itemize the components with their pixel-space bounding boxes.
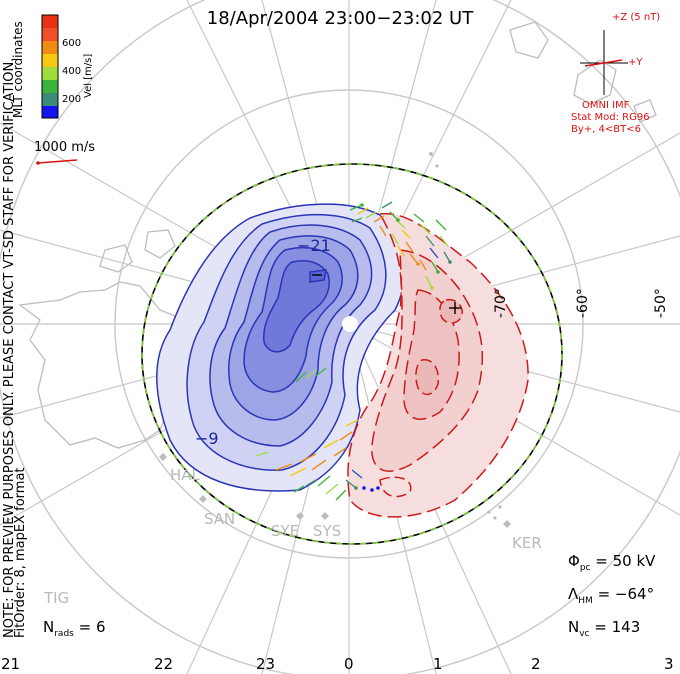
radar-count: Nrads = 6 — [43, 618, 106, 639]
lat-label-50: -50° — [653, 288, 669, 318]
mlt-tick-23: 23 — [256, 655, 276, 673]
site-hal: HAL — [170, 466, 200, 484]
colorbar-tick-600: 600 — [62, 38, 82, 49]
contour-label: −9 — [195, 429, 219, 448]
colorbar-tick-200: 200 — [62, 94, 82, 105]
imf-source: OMNI IMF — [582, 100, 630, 111]
colorbar-label: Vel [m/s] — [83, 53, 94, 98]
vector-origins — [354, 203, 452, 492]
site-ker: KER — [512, 534, 542, 552]
lambda-value: −64° — [614, 585, 655, 603]
velocity-colorbar — [41, 14, 59, 119]
imf-z-label: +Z (5 nT) — [612, 12, 661, 23]
plot-title: 18/Apr/2004 23:00−23:02 UT — [206, 8, 474, 29]
hm-boundary-dash — [141, 163, 563, 545]
mlt-tick-21: 21 — [1, 655, 21, 673]
contour-label-min: −21 — [297, 236, 331, 255]
imf-y-label: +Y — [628, 57, 643, 68]
colorbar-tick-400: 400 — [62, 66, 82, 77]
lat-label-60: -60° — [575, 288, 591, 318]
reference-vector-label: 1000 m/s — [34, 140, 96, 155]
mlt-tick-2: 2 — [531, 655, 541, 673]
imf-clock — [580, 30, 628, 95]
reference-vector — [37, 159, 78, 164]
site-tig: TIG — [44, 589, 70, 607]
vector-count: Nvc = 143 — [568, 618, 641, 639]
mlt-tick-0: 0 — [344, 655, 354, 673]
hm-latitude: ΛHM = −64° — [568, 585, 655, 606]
pole-marker — [342, 316, 358, 332]
phi-value: 50 kV — [612, 552, 656, 570]
mlt-tick-22: 22 — [154, 655, 174, 673]
velocity-vectors — [255, 201, 451, 501]
imf-condition: By+, 4<BT<6 — [571, 124, 641, 135]
site-san: SAN — [204, 510, 236, 528]
mlt-tick-1: 1 — [433, 655, 443, 673]
cross-polar-potential: Φpc = 50 kV — [568, 552, 656, 573]
islands — [429, 152, 502, 520]
reference-vector-origin — [36, 161, 40, 165]
nvc-value: 143 — [611, 618, 641, 636]
radar-sites — [159, 453, 511, 528]
potential-max-marker — [449, 302, 461, 314]
fit-order: FitOrder: 8, mapEX format — [13, 467, 28, 638]
stat-model: Stat Mod: RG96 — [571, 112, 650, 123]
nrads-value: 6 — [95, 618, 106, 636]
lat-label-70: -70° — [493, 288, 509, 318]
site-sye: SYE — [271, 522, 300, 540]
mlt-tick-3: 3 — [664, 655, 674, 673]
site-sys: SYS — [313, 522, 342, 540]
